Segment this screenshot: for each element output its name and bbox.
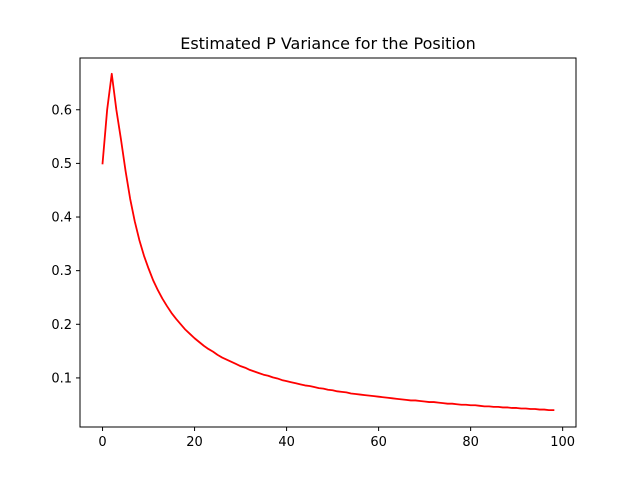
y-tick-label: 0.3	[51, 264, 72, 279]
y-tick-label: 0.4	[51, 211, 72, 226]
y-tick-label: 0.2	[51, 318, 72, 333]
x-tick-label: 80	[462, 435, 479, 450]
plot-area	[101, 72, 555, 412]
axes: 0 20 40 60 80 100 0.1 0.2 0.3 0.4 0.5 0.6	[51, 57, 577, 450]
y-tick-label: 0.5	[51, 157, 72, 172]
series-line-0	[101, 72, 555, 412]
x-tick-label: 0	[98, 435, 106, 450]
axes-frame	[79, 57, 577, 428]
x-tick-label: 20	[186, 435, 203, 450]
x-tick-label: 100	[550, 435, 575, 450]
x-tick-label: 40	[278, 435, 295, 450]
chart-title: Estimated P Variance for the Position	[180, 34, 476, 53]
x-tick-label: 60	[370, 435, 387, 450]
y-tick-label: 0.1	[51, 371, 72, 386]
y-tick-label: 0.6	[51, 103, 72, 118]
